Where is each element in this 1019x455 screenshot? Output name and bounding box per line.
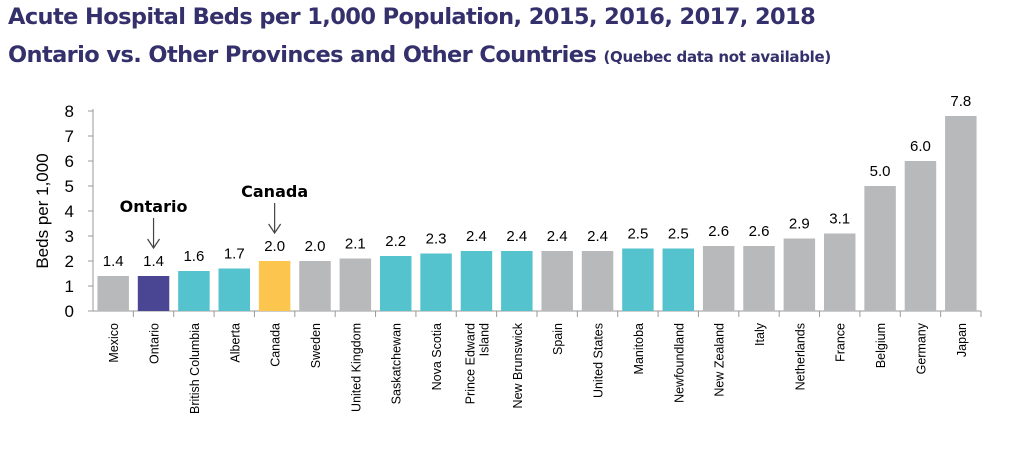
x-tick-label: Saskatchewan: [390, 323, 404, 404]
bar-saskatchewan: [379, 256, 412, 311]
data-label: 2.6: [708, 223, 729, 240]
y-tick-label: 2: [65, 252, 74, 271]
x-tick-label: Italy: [753, 322, 767, 346]
bar-united-states: [581, 251, 614, 311]
data-label: 1.4: [143, 253, 164, 270]
chart-title: Acute Hospital Beds per 1,000 Population…: [8, 4, 816, 30]
x-tick-label: British Columbia: [188, 323, 202, 414]
y-tick-label: 4: [65, 202, 74, 221]
x-tick-label: Ontario: [148, 323, 162, 364]
x-tick-label: France: [834, 323, 848, 362]
x-tick-label: New Brunswick: [511, 322, 525, 408]
x-tick-label: Manitoba: [632, 323, 646, 374]
data-label: 6.0: [910, 138, 931, 155]
x-tick-label: Belgium: [874, 323, 888, 368]
data-label: 5.0: [870, 163, 891, 180]
bar-prince-edward-island: [460, 251, 493, 311]
y-axis-label: Beds per 1,000: [33, 153, 52, 268]
chart-subtitle: Ontario vs. Other Provinces and Other Co…: [8, 42, 831, 68]
y-tick-label: 1: [65, 277, 74, 296]
annotation-arrow-head: [147, 238, 161, 250]
bar-germany: [904, 161, 937, 311]
data-label: 2.9: [789, 216, 810, 233]
y-tick-label: 0: [65, 302, 74, 321]
bar-japan: [945, 116, 977, 311]
x-tick-label: Prince Edward: [463, 323, 477, 404]
data-label: 2.4: [547, 228, 568, 245]
annotation-label: Canada: [241, 182, 308, 201]
x-tick-label: United Kingdom: [349, 323, 363, 412]
bar-nova-scotia: [420, 253, 452, 311]
bar-netherlands: [783, 238, 816, 311]
data-label: 2.4: [506, 228, 527, 245]
data-label: 2.1: [345, 236, 366, 253]
x-tick-label: Mexico: [107, 323, 121, 363]
x-tick-label: Alberta: [228, 323, 242, 363]
bar-alberta: [218, 268, 251, 311]
bar-new-brunswick: [501, 251, 533, 311]
bar-british-columbia: [178, 271, 210, 311]
data-label: 2.6: [749, 223, 770, 240]
data-label: 1.6: [183, 248, 204, 265]
x-tick-label: Newfoundland: [672, 323, 686, 403]
annotation-arrow-head: [268, 223, 282, 235]
y-tick-label: 6: [65, 152, 74, 171]
bar-sweden: [299, 261, 331, 311]
data-label: 2.3: [426, 231, 447, 248]
x-tick-label: Spain: [551, 323, 565, 355]
y-tick-label: 3: [65, 227, 74, 246]
x-tick-label: Sweden: [309, 323, 323, 368]
y-tick-label: 7: [65, 127, 74, 146]
data-label: 2.4: [587, 228, 608, 245]
data-label: 7.8: [950, 93, 971, 110]
bar-italy: [743, 246, 775, 311]
x-tick-label: Canada: [269, 323, 283, 367]
data-label: 2.0: [305, 238, 326, 255]
subtitle-note: (Quebec data not available): [603, 48, 831, 66]
x-tick-label: Germany: [914, 322, 928, 374]
bar-mexico: [97, 276, 129, 311]
data-label: 2.2: [385, 233, 406, 250]
x-tick-label: Nova Scotia: [430, 323, 444, 390]
bar-newfoundland: [662, 248, 695, 311]
x-tick-label: Japan: [955, 323, 969, 357]
subtitle-text: Ontario vs. Other Provinces and Other Co…: [8, 42, 597, 68]
y-tick-label: 8: [65, 102, 74, 121]
bar-new-zealand: [702, 246, 735, 311]
data-label: 3.1: [829, 211, 850, 228]
data-label: 2.5: [627, 226, 648, 243]
data-label: 2.0: [264, 238, 285, 255]
x-tick-label: Island: [477, 323, 491, 356]
bar-canada: [258, 261, 291, 311]
bar-manitoba: [622, 248, 654, 311]
data-label: 1.7: [224, 246, 245, 263]
data-label: 2.5: [668, 226, 689, 243]
x-tick-label: New Zealand: [713, 323, 727, 397]
bar-france: [823, 233, 856, 311]
data-label: 1.4: [103, 253, 124, 270]
data-label: 2.4: [466, 228, 487, 245]
bar-spain: [541, 251, 573, 311]
x-tick-label: United States: [592, 323, 606, 398]
bar-ontario: [137, 276, 170, 311]
bar-united-kingdom: [339, 258, 372, 311]
y-tick-label: 5: [65, 177, 74, 196]
annotation-label: Ontario: [120, 197, 188, 216]
bar-belgium: [864, 186, 896, 311]
x-tick-label: Netherlands: [793, 323, 807, 390]
